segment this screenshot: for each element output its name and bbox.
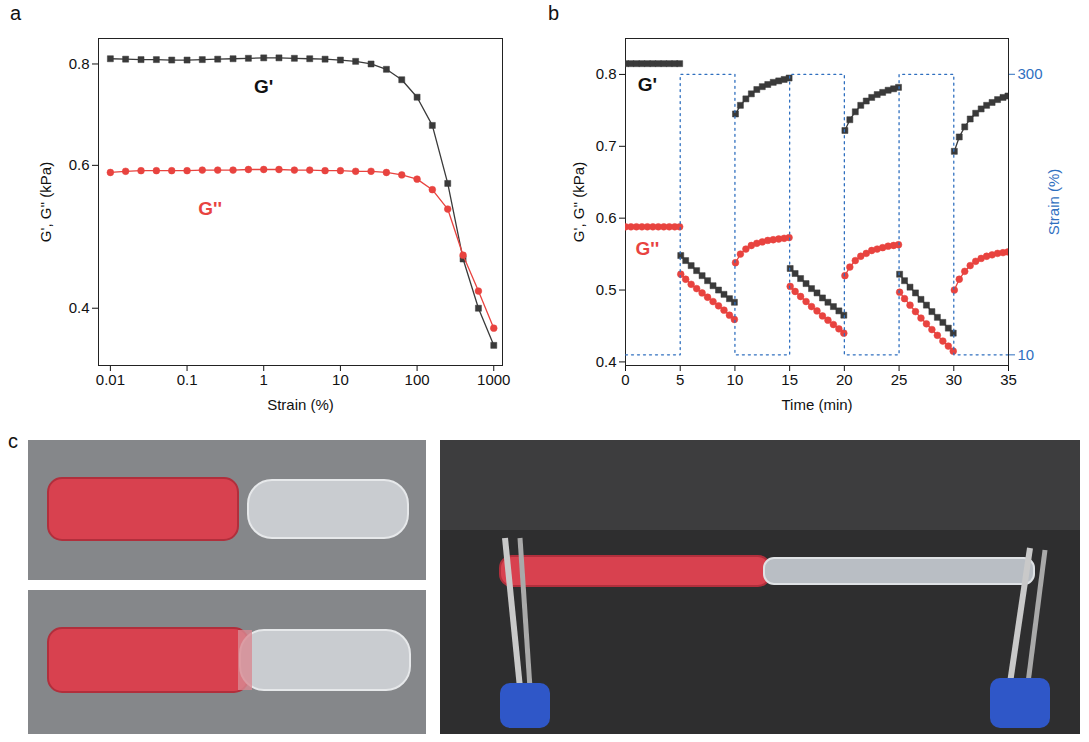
svg-text:0.6: 0.6 (596, 209, 617, 226)
svg-text:1: 1 (260, 371, 268, 388)
svg-text:Time (min): Time (min) (781, 396, 852, 413)
svg-text:10: 10 (332, 371, 349, 388)
svg-text:0.4: 0.4 (69, 299, 90, 316)
svg-text:10: 10 (727, 371, 744, 388)
html-text:b: b (548, 2, 560, 24)
svg-text:0: 0 (621, 371, 629, 388)
html-text:a: a (10, 2, 22, 24)
svg-text:10: 10 (1018, 346, 1035, 363)
svg-text:0.1: 0.1 (177, 371, 198, 388)
svg-text:G'': G'' (635, 238, 659, 259)
svg-text:20: 20 (836, 371, 853, 388)
html-text:c: c (8, 430, 18, 452)
svg-text:15: 15 (781, 371, 798, 388)
svg-text:1000: 1000 (477, 371, 510, 388)
svg-text:G', G'' (kPa): G', G'' (kPa) (37, 162, 54, 242)
svg-text:30: 30 (945, 371, 962, 388)
svg-text:G': G' (254, 76, 273, 97)
svg-text:0.7: 0.7 (596, 137, 617, 154)
svg-text:100: 100 (405, 371, 430, 388)
svg-text:0.4: 0.4 (596, 353, 617, 370)
svg-text:0.01: 0.01 (96, 371, 125, 388)
svg-text:300: 300 (1018, 65, 1043, 82)
svg-text:Strain (%): Strain (%) (267, 396, 334, 413)
svg-text:G', G'' (kPa): G', G'' (kPa) (570, 162, 587, 242)
svg-text:25: 25 (891, 371, 908, 388)
svg-text:Strain (%): Strain (%) (1045, 169, 1062, 236)
svg-text:5: 5 (676, 371, 684, 388)
svg-text:0.6: 0.6 (69, 156, 90, 173)
svg-text:0.8: 0.8 (69, 55, 90, 72)
svg-text:G': G' (638, 74, 657, 95)
svg-text:0.5: 0.5 (596, 281, 617, 298)
svg-text:G'': G'' (198, 198, 222, 219)
svg-text:35: 35 (1000, 371, 1017, 388)
svg-text:0.8: 0.8 (596, 65, 617, 82)
